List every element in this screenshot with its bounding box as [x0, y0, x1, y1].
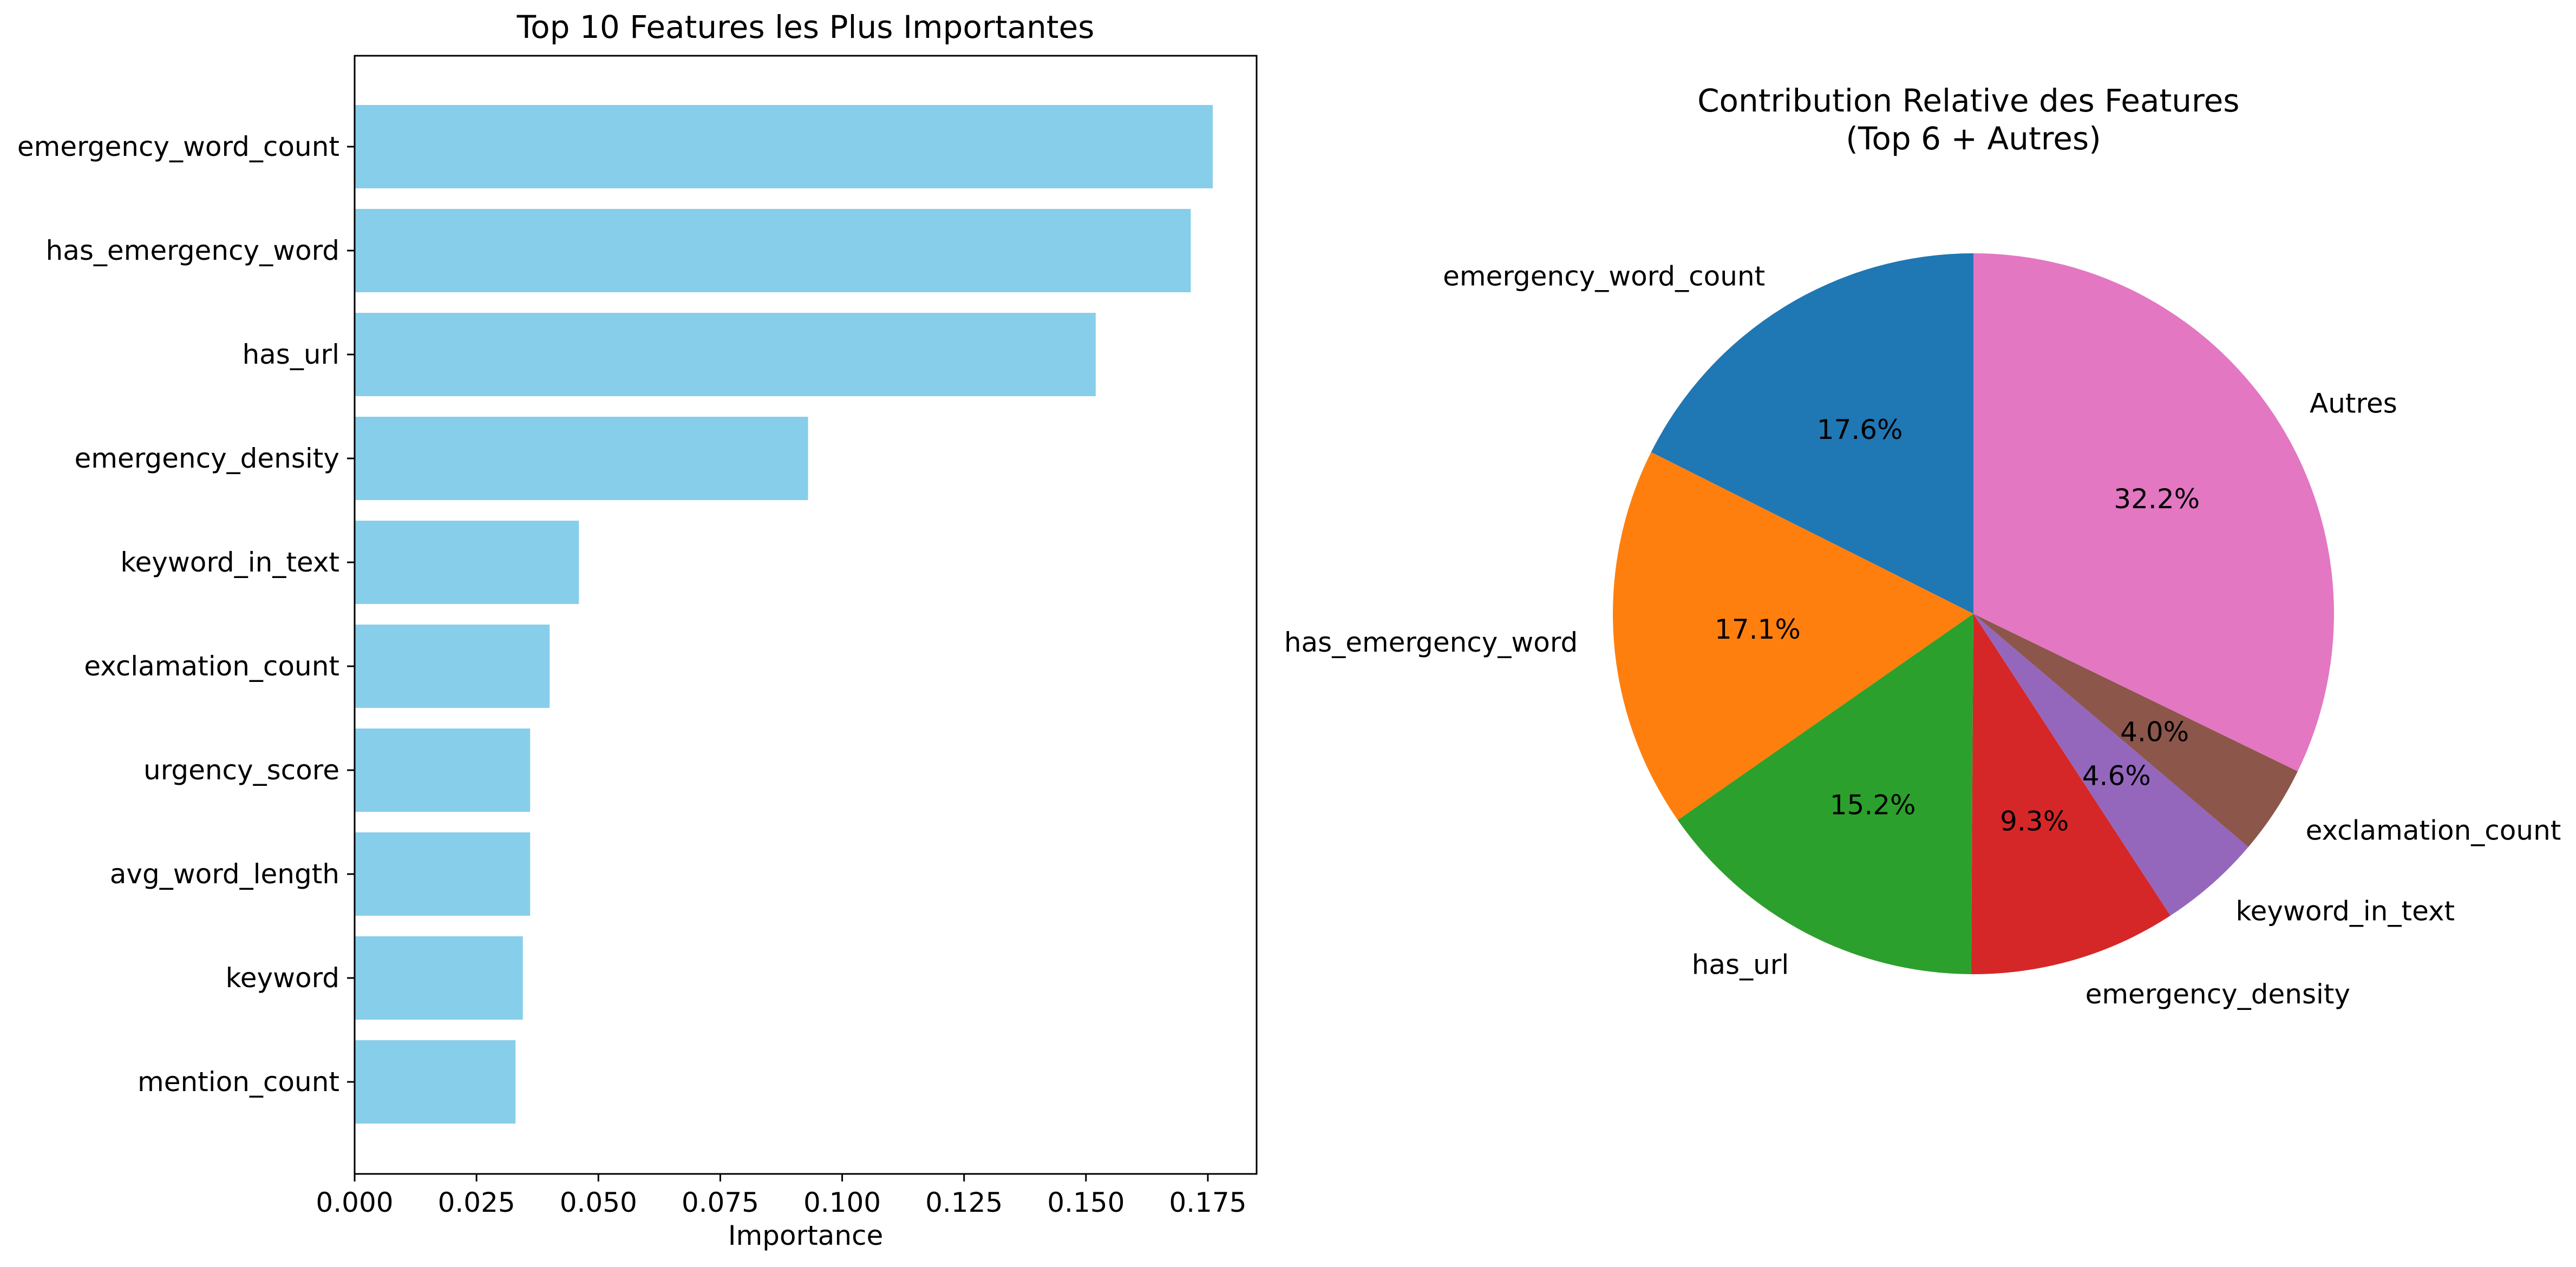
pie-slice-autres [1973, 253, 2335, 772]
pie-chart-title-line-2: (Top 6 + Autres) [1846, 120, 2101, 157]
bar-keyword [355, 936, 523, 1020]
bar-urgency-score [355, 728, 531, 812]
bar-has-url [355, 313, 1096, 396]
y-tick-label-has-emergency-word: has_emergency_word [46, 235, 339, 266]
x-tick-label: 0.150 [1047, 1187, 1124, 1218]
pie-chart-title-line-1: Contribution Relative des Features [1697, 82, 2239, 119]
pie-pct-label-keyword-in-text: 4.6% [2082, 760, 2151, 792]
y-tick-label-avg-word-length: avg_word_length [110, 858, 339, 890]
pie-slice-keyword-in-text [1973, 614, 2248, 916]
pie-pct-label-has-url: 15.2% [1830, 790, 1916, 821]
bar-emergency-word-count [355, 105, 1213, 188]
pie-slice-exclamation-count [1973, 614, 2298, 847]
x-tick-label: 0.125 [925, 1187, 1003, 1218]
pie-label-has-url: has_url [1692, 949, 1789, 981]
bar-emergency-density [355, 417, 808, 500]
pie-pct-label-autres: 32.2% [2114, 483, 2200, 515]
bar-category-labels: emergency_word_count has_emergency_wordha… [17, 131, 355, 1098]
bar-keyword-in-text [355, 521, 579, 604]
y-tick-label-emergency-word-count: emergency_word_count [17, 131, 339, 162]
bar-exclamation-count [355, 625, 550, 708]
pie-slices [1613, 253, 2335, 974]
bar-chart-panel: Top 10 Features les Plus Importantes eme… [17, 9, 1258, 1251]
y-tick-label-urgency-score: urgency_score [143, 754, 339, 786]
bar-mention-count [355, 1040, 516, 1124]
x-tick-label: 0.175 [1169, 1187, 1246, 1218]
x-tick-label: 0.025 [438, 1187, 515, 1218]
pie-pct-label-has-emergency-word: 17.1% [1715, 614, 1801, 645]
pie-pct-label-emergency-density: 9.3% [2000, 805, 2069, 837]
y-tick-label-emergency-density: emergency_density [74, 443, 339, 474]
x-tick-label: 0.100 [803, 1187, 881, 1218]
bar-x-axis-ticks: 0.000 0.025 0.050 0.075 0.100 0.125 0.150 0.175 [316, 1174, 1247, 1218]
pie-percentage-labels: 17.6% 17.1% 15.2% 9.3% 4.6% 4.0% 32.2% [1715, 414, 2200, 837]
y-tick-label-has-url: has_url [242, 339, 339, 370]
y-tick-label-keyword-in-text: keyword_in_text [120, 547, 339, 578]
y-tick-label-keyword: keyword [226, 962, 339, 994]
pie-slice-emergency-word-count [1651, 253, 1973, 614]
y-tick-label-exclamation-count: exclamation_count [84, 651, 339, 682]
pie-label-has-emergency-word: has_emergency_word [1284, 627, 1578, 658]
x-tick-label: 0.075 [682, 1187, 759, 1218]
bar-x-axis-label: Importance [728, 1220, 884, 1251]
pie-label-emergency-density: emergency_density [2085, 979, 2351, 1010]
pie-chart-panel: Contribution Relative des Features (Top … [1284, 82, 2561, 1010]
bar-series [355, 105, 1213, 1124]
pie-category-labels: emergency_word_count has_emergency_wordha… [1284, 261, 2561, 1010]
pie-pct-label-exclamation-count: 4.0% [2120, 716, 2189, 747]
pie-slice-has-emergency-word [1613, 452, 1973, 820]
bar-plot-frame [354, 55, 1258, 1175]
pie-label-exclamation-count: exclamation_count [2306, 815, 2561, 846]
bar-has-emergency-word [355, 209, 1191, 292]
bar-chart-title: Top 10 Features les Plus Importantes [516, 9, 1095, 45]
pie-slice-emergency-density [1971, 614, 2170, 974]
pie-pct-label-emergency-word-count: 17.6% [1817, 414, 1903, 445]
pie-label-autres: Autres [2310, 388, 2397, 419]
pie-label-emergency-word-count: emergency_word_count [1443, 261, 1765, 292]
bar-avg-word-length [355, 832, 531, 916]
pie-chart-title: Contribution Relative des Features (Top … [1697, 82, 2250, 157]
pie-label-keyword-in-text: keyword_in_text [2235, 896, 2455, 927]
y-tick-label-mention-count: mention_count [138, 1066, 339, 1098]
x-tick-label: 0.000 [316, 1187, 393, 1218]
x-tick-label: 0.050 [560, 1187, 637, 1218]
pie-slice-has-url [1677, 614, 1973, 974]
